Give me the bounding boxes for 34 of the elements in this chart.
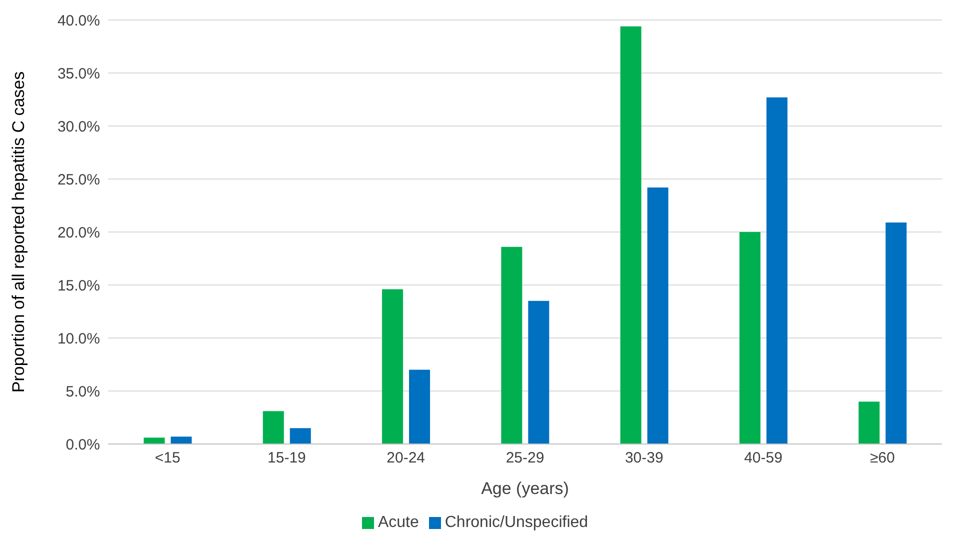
bar <box>739 232 760 444</box>
y-tick-label: 40.0% <box>57 12 100 30</box>
bar <box>290 428 311 444</box>
bar <box>382 289 404 444</box>
bar <box>766 97 788 444</box>
y-tick-label: 5.0% <box>66 383 100 400</box>
y-tick-label: 10.0% <box>57 330 100 348</box>
x-tick-label: 40-59 <box>744 450 782 467</box>
x-tick-label: ≥60 <box>870 450 895 467</box>
bar <box>409 370 430 444</box>
x-tick-label: 30-39 <box>624 450 664 467</box>
x-axis-title: Age (years) <box>481 479 569 498</box>
x-tick-label: <15 <box>154 450 180 467</box>
bar <box>858 402 880 444</box>
y-tick-label: 20.0% <box>57 224 100 242</box>
legend-label: Acute <box>378 514 419 531</box>
bar <box>620 26 642 444</box>
bar <box>170 436 192 444</box>
bar <box>528 300 550 444</box>
y-tick-label: 30.0% <box>57 118 100 136</box>
y-axis-title: Proportion of all reported hepatitis C cases <box>9 71 28 393</box>
y-tick-label: 35.0% <box>57 65 100 82</box>
x-tick-label: 15-19 <box>268 450 306 467</box>
bar <box>501 246 522 444</box>
y-tick-label: 15.0% <box>57 277 100 294</box>
bar <box>647 187 668 444</box>
y-tick-label: 25.0% <box>57 171 100 188</box>
bar <box>886 222 907 444</box>
x-tick-label: 20-24 <box>386 450 426 467</box>
bar <box>262 411 284 444</box>
legend-label: Chronic/Unspecified <box>444 514 588 531</box>
bar <box>144 438 165 444</box>
y-tick-label: 0.0% <box>66 436 100 454</box>
x-tick-label: 25-29 <box>506 450 544 467</box>
